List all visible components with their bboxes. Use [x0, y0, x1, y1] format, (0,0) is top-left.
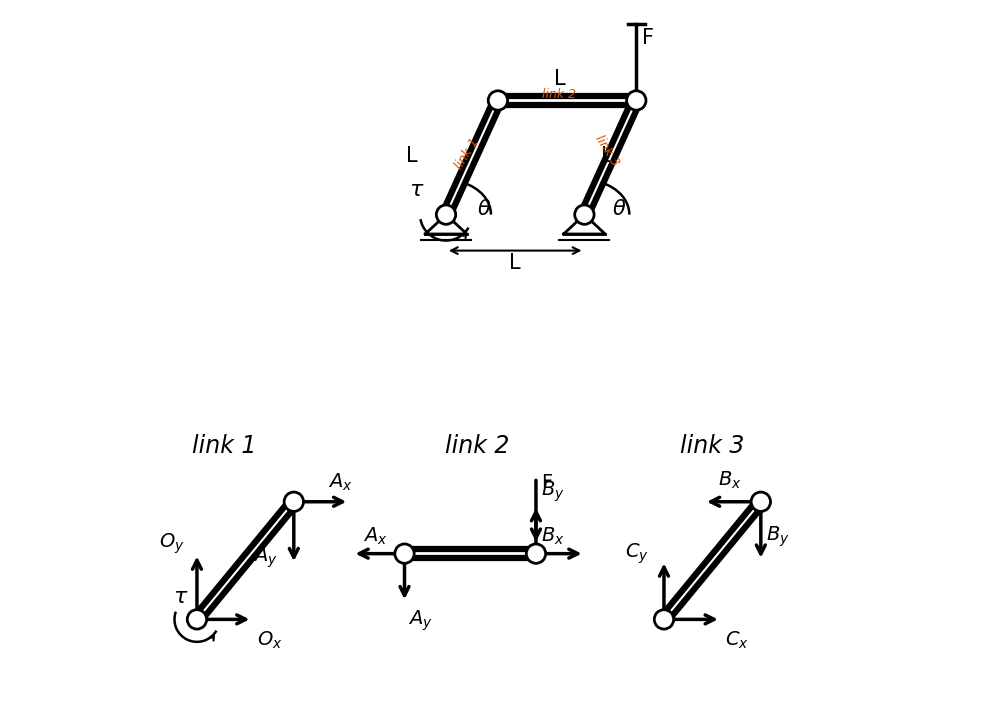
Text: $\theta$: $\theta$ — [477, 199, 491, 219]
Text: $\tau$: $\tau$ — [409, 181, 425, 201]
Text: $C_y$: $C_y$ — [625, 542, 649, 566]
Text: link 2: link 2 — [542, 88, 575, 102]
Text: $A_x$: $A_x$ — [328, 472, 353, 493]
Circle shape — [188, 610, 206, 629]
Text: link 1: link 1 — [192, 434, 257, 458]
Polygon shape — [425, 215, 466, 234]
Circle shape — [284, 492, 303, 511]
Text: $\theta$: $\theta$ — [612, 199, 627, 219]
Text: L: L — [406, 146, 417, 166]
Text: L: L — [510, 253, 521, 273]
Circle shape — [654, 610, 674, 629]
Text: L: L — [555, 68, 566, 89]
Text: $C_x$: $C_x$ — [725, 630, 748, 651]
Text: $O_y$: $O_y$ — [159, 531, 185, 556]
Text: $A_y$: $A_y$ — [253, 545, 278, 570]
Text: L: L — [601, 146, 613, 166]
Text: $B_x$: $B_x$ — [718, 470, 741, 491]
Text: $\tau$: $\tau$ — [173, 587, 189, 606]
Text: link 1: link 1 — [453, 136, 482, 172]
Text: $A_x$: $A_x$ — [362, 525, 387, 546]
Circle shape — [526, 544, 546, 563]
Circle shape — [627, 91, 646, 110]
Text: F: F — [642, 28, 654, 48]
Text: $O_x$: $O_x$ — [257, 630, 283, 651]
Text: link 3: link 3 — [593, 132, 622, 168]
Circle shape — [436, 205, 456, 225]
Text: link 2: link 2 — [445, 434, 510, 458]
Text: $B_y$: $B_y$ — [541, 479, 565, 504]
Circle shape — [574, 205, 594, 225]
Circle shape — [395, 544, 414, 563]
Circle shape — [488, 91, 508, 110]
Polygon shape — [564, 215, 605, 234]
Text: link 3: link 3 — [681, 434, 744, 458]
Text: $A_y$: $A_y$ — [408, 609, 432, 633]
Circle shape — [751, 492, 771, 511]
Text: $B_x$: $B_x$ — [541, 525, 565, 546]
Text: $B_y$: $B_y$ — [766, 524, 790, 549]
Text: F: F — [541, 473, 553, 492]
